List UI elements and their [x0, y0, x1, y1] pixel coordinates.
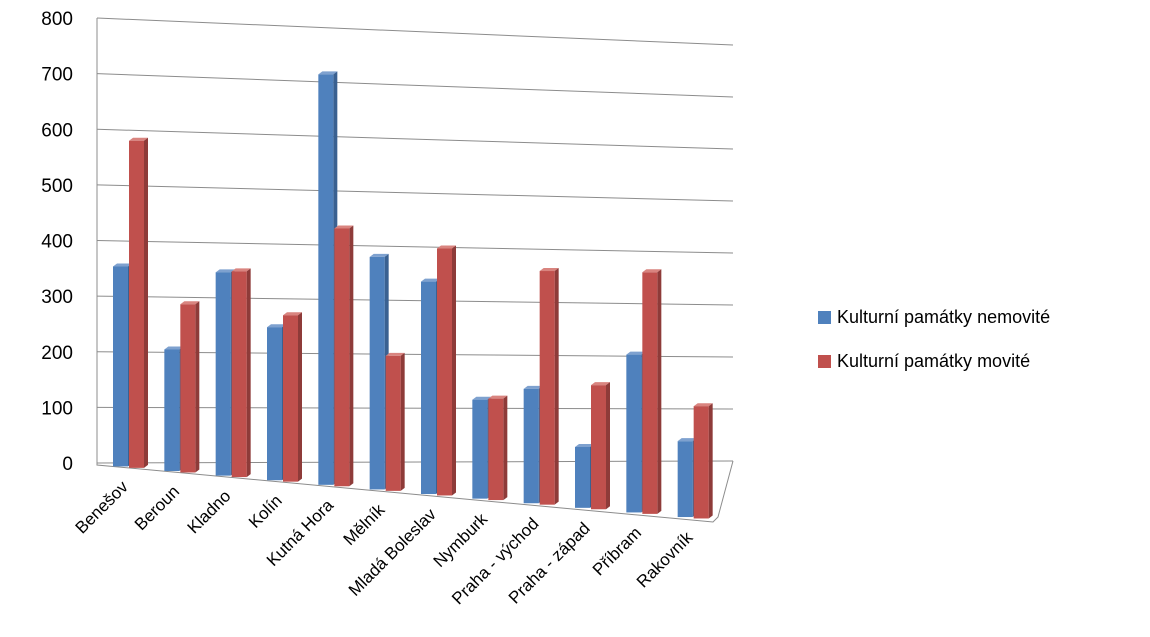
x-tick-label: Kolín	[245, 491, 286, 532]
bar	[488, 395, 508, 501]
x-tick-label: Benešov	[72, 477, 133, 538]
y-tick-label: 600	[41, 120, 73, 141]
y-tick-label: 500	[41, 176, 73, 197]
y-tick-label: 700	[41, 65, 73, 86]
floor-outline	[96, 460, 734, 523]
bar	[334, 225, 354, 487]
bar	[180, 301, 200, 473]
gridline	[96, 295, 734, 306]
y-tick-label: 100	[41, 398, 73, 419]
legend: Kulturní památky nemovité Kulturní památ…	[818, 304, 1050, 392]
legend-swatch-nemovite	[818, 310, 831, 324]
x-tick-label: Příbram	[589, 523, 645, 579]
legend-label-nemovite: Kulturní památky nemovité	[837, 306, 1051, 327]
legend-item-movite: Kulturní památky movité	[818, 348, 1050, 374]
gridline	[96, 184, 734, 202]
y-tick-label: 0	[62, 454, 73, 475]
gridline	[96, 128, 734, 150]
legend-swatch-movite	[818, 354, 831, 368]
legend-label-movite: Kulturní památky movité	[837, 350, 1031, 371]
bars	[113, 71, 713, 519]
x-tick-label: Beroun	[131, 482, 183, 534]
bar	[642, 269, 662, 514]
bar	[129, 137, 148, 468]
legend-item-nemovite: Kulturní památky nemovité	[818, 304, 1050, 330]
bar	[591, 382, 610, 510]
bar	[385, 352, 405, 491]
gridline	[96, 73, 734, 98]
y-tick-label: 300	[41, 287, 73, 308]
bar	[283, 312, 302, 482]
y-tick-label: 200	[41, 343, 73, 364]
x-tick-label: Kladno	[184, 486, 235, 537]
bar	[539, 268, 559, 505]
grid	[96, 17, 734, 523]
gridline	[96, 240, 734, 254]
gridline	[96, 17, 734, 46]
bar	[693, 403, 713, 519]
y-tick-label: 800	[41, 9, 73, 30]
bar	[437, 245, 456, 496]
x-tick-label: Mělník	[340, 500, 389, 549]
bar	[231, 268, 251, 478]
y-axis: 800 700 600 500 400 300 200 100 0	[41, 9, 73, 475]
y-tick-label: 400	[41, 232, 73, 253]
